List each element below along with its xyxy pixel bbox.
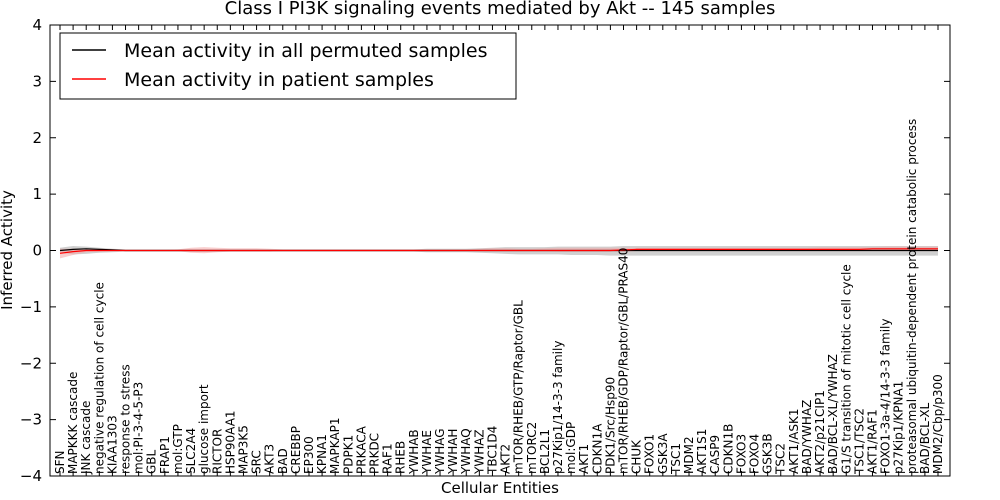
series-lines (59, 248, 938, 254)
x-tick-label: YWHAZ (472, 429, 486, 475)
x-tick-label: JNK cascade (79, 401, 93, 475)
x-tick-label: BAD/BCL-XL (918, 402, 932, 474)
x-tick-label: BAD (276, 448, 290, 474)
y-axis-label: Inferred Activity (0, 190, 16, 310)
x-tick-label: mol:PI-3-4-5-P3 (132, 382, 146, 474)
legend-label-patient: Mean activity in patient samples (124, 69, 434, 91)
x-tick-label: CDKN1A (590, 423, 604, 474)
x-tick-label: BAD/BCL-XL/YWHAZ (826, 354, 840, 474)
y-tick-label: 4 (32, 16, 42, 34)
x-tick-label: SRC (250, 450, 264, 474)
x-tick-label: MAPKKK cascade (66, 372, 80, 474)
x-tick-label: FOXO4 (748, 434, 762, 474)
x-tick-label: mTOR/RHEB/GTP/Raptor/GBL (512, 300, 526, 474)
chart-title: Class I PI3K signaling events mediated b… (225, 0, 776, 19)
y-tick-label: −4 (20, 467, 42, 485)
x-tick-label: YWHAG (433, 428, 447, 475)
x-tick-label: G1/S transition of mitotic cell cycle (839, 264, 853, 474)
x-tick-label: GSK3A (656, 433, 670, 474)
x-tick-label: AKT1 (577, 444, 591, 474)
x-tick-label: FOXO3 (734, 434, 748, 474)
x-tick-label: FOXO1 (643, 434, 657, 474)
x-tick-label: FRAP1 (158, 436, 172, 474)
y-tick-label: −1 (20, 298, 42, 316)
x-tick-label: SFN (53, 451, 67, 475)
x-tick-label: HSP90AA1 (223, 410, 237, 474)
x-tick-label: AKT1/RAF1 (866, 409, 880, 474)
x-tick-label: proteasomal ubiquitin-dependent protein … (905, 119, 919, 474)
x-tick-label: YWHAQ (459, 428, 473, 475)
x-tick-label: YWHAH (446, 429, 460, 475)
x-tick-label: PDPK1 (341, 435, 355, 474)
y-tick-label: −2 (20, 354, 42, 372)
x-tick-label: TSC1 (669, 443, 683, 475)
legend-label-permuted: Mean activity in all permuted samples (124, 40, 487, 62)
x-tick-label: AKT1/ASK1 (787, 409, 801, 474)
y-tick-label: 3 (32, 72, 42, 90)
x-tick-label: BAD/YWHAZ (800, 400, 814, 474)
x-tick-label: GSK3B (761, 433, 775, 474)
x-tick-label: AKT1S1 (695, 429, 709, 474)
x-tick-label: BCL2L1 (538, 429, 552, 474)
x-tick-label: YWHAB (407, 429, 421, 475)
y-tick-label: 1 (32, 185, 42, 203)
x-tick-label: MAPKAP1 (328, 417, 342, 474)
x-tick-label: AKT2 (499, 444, 513, 474)
x-tick-label: MDM2/Cbp/p300 (931, 374, 945, 474)
y-tick-label: 0 (32, 242, 42, 260)
legend: Mean activity in all permuted samples Me… (59, 32, 517, 100)
x-tick-label: AKT2/p21CIP1 (813, 390, 827, 474)
line-patient (59, 248, 938, 254)
x-tick-label: mol:GDP (564, 422, 578, 474)
x-tick-label: EP300 (302, 436, 316, 474)
x-tick-label: TSC1/TSC2 (852, 408, 866, 475)
x-tick-label: KPNA1 (315, 434, 329, 474)
x-tick-label: PRKACA (354, 425, 368, 474)
x-tick-label: CASP9 (708, 435, 722, 474)
x-tick-label: SLC2A4 (184, 428, 198, 474)
x-tick-label: RICTOR (210, 429, 224, 474)
x-tick-label: glucose import (197, 384, 211, 474)
x-tick-label: AKT3 (263, 444, 277, 474)
x-tick-label: TBC1D4 (485, 426, 499, 475)
x-tick-label: MAP3K5 (237, 425, 251, 474)
x-tick-label: RAF1 (381, 443, 395, 474)
x-tick-label: CHUK (630, 439, 644, 474)
x-tick-label: YWHAE (420, 430, 434, 475)
legend-box (59, 32, 517, 100)
x-tick-label: FOXO1-3a-4/14-3-3 family (879, 319, 893, 475)
x-tick-label: RHEB (394, 441, 408, 474)
x-tick-label: negative regulation of cell cycle (92, 282, 106, 474)
plot-border (49, 24, 951, 477)
x-tick-label: CDKN1B (721, 424, 735, 474)
x-tick-label: PRKDC (368, 433, 382, 474)
y-tick-label: −3 (20, 411, 42, 429)
x-tick-label: MDM2 (682, 436, 696, 474)
x-tick-label: PDK1/Src/Hsp90 (603, 377, 617, 474)
x-tick-label: response to stress (119, 364, 133, 474)
x-tick-label: p27Kip1/14-3-3 family (551, 341, 565, 474)
x-tick-label: p27Kip1/KPNA1 (892, 381, 906, 474)
y-tick-label: 2 (32, 129, 42, 147)
x-tick-label: KIAA1303 (105, 415, 119, 474)
x-tick-labels: SFN MAPKKK cascade JNK cascade negative reg… (53, 25, 945, 476)
x-tick-label: TSC2 (774, 443, 788, 475)
x-axis-label: Cellular Entities (441, 479, 559, 497)
x-tick-label: mTORC2 (525, 422, 539, 474)
x-tick-label: CREBBP (289, 426, 303, 474)
x-tick-label: mTOR/RHEB/GDP/Raptor/GBL/PRAS40 (617, 248, 631, 474)
x-tick-label: GBL (145, 449, 159, 474)
x-tick-label: mol:GTP (171, 424, 185, 474)
